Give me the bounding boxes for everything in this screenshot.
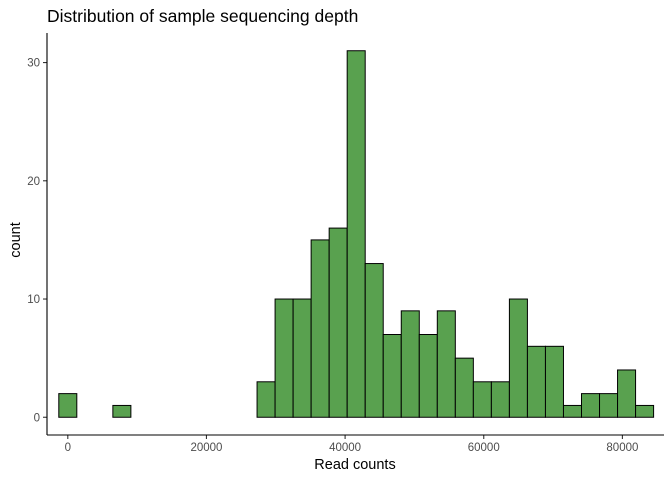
histogram-bar [112, 404, 132, 418]
chart-title: Distribution of sample sequencing depth [47, 6, 358, 26]
histogram-bar [328, 227, 348, 418]
x-tick-label: 60000 [468, 442, 500, 454]
histogram-bar [635, 404, 655, 418]
x-axis-ticks: 0 20000 40000 60000 80000 [65, 435, 638, 454]
y-tick-label: 0 [34, 412, 40, 424]
histogram-bar [581, 393, 601, 418]
histogram-bar [274, 298, 294, 418]
histogram-bar [508, 298, 528, 418]
y-tick-label: 30 [27, 58, 40, 70]
y-tick-label: 20 [27, 176, 40, 188]
histogram-bar [418, 334, 438, 418]
histogram-bar [599, 393, 619, 418]
histogram-bar [526, 345, 546, 418]
y-tick-label: 10 [27, 294, 40, 306]
x-tick-label: 40000 [329, 442, 361, 454]
histogram-bar [364, 263, 384, 418]
x-tick-label: 0 [65, 442, 71, 454]
histogram-bar [310, 239, 330, 418]
bars-layer [58, 50, 655, 418]
x-axis-title: Read counts [314, 457, 395, 473]
x-tick-label: 80000 [606, 442, 638, 454]
y-axis-title: count [8, 222, 24, 257]
histogram-bar [436, 310, 456, 418]
histogram-bar [544, 345, 564, 418]
histogram-bar [617, 369, 637, 418]
histogram-bar [400, 310, 420, 418]
histogram-bar [472, 381, 492, 418]
histogram-bar [256, 381, 276, 418]
histogram-bar [58, 393, 78, 418]
y-axis-ticks: 0 10 20 30 [27, 58, 47, 424]
histogram-bar [562, 404, 582, 418]
x-tick-label: 20000 [190, 442, 222, 454]
histogram-bar [454, 357, 474, 418]
histogram-bar [382, 334, 402, 418]
histogram-bar [292, 298, 312, 418]
histogram-bar [490, 381, 510, 418]
histogram-bar [346, 50, 366, 418]
